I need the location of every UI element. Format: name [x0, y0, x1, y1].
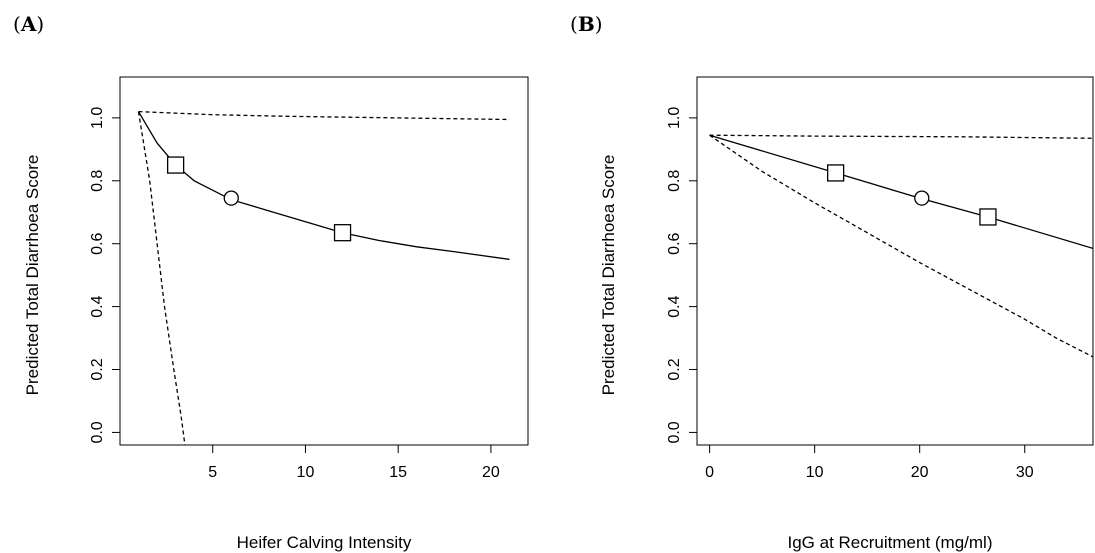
- panel-b-x-tick-label: 10: [806, 464, 824, 481]
- panel-b-plot: 0 10 20 30 0.0 0.2 0.4 0.6 0.8 1.0 IgG at Recruitm…: [599, 76, 1094, 552]
- panel-a-ci-line: [138, 110, 510, 121]
- panel-label-a-letter: A: [20, 12, 37, 36]
- panel-b-x-tick-label: 0: [705, 464, 714, 481]
- panel-a-x-tick-label: 15: [389, 464, 407, 481]
- panel-a-y-tick-label: 0.2: [89, 358, 106, 380]
- panel-a-fit-line: [137, 111, 510, 261]
- panel-a-y-tick-label: 0.6: [89, 232, 106, 254]
- panel-a-x-tick-label: 20: [482, 464, 500, 481]
- panel-b-ci-line: [709, 134, 1093, 139]
- panel-label-b-letter: B: [577, 12, 595, 36]
- panel-b-square-marker: [979, 208, 997, 226]
- panel-b-y-tick-label: 0.0: [666, 421, 683, 443]
- panel-a-square-marker: [333, 224, 352, 242]
- panel-a-frame: [119, 76, 529, 446]
- panel-b-y-tick-label: 1.0: [666, 107, 683, 129]
- panel-b-square-marker: [827, 164, 845, 182]
- panel-b-y-axis-title: Predicted Total Diarrhoea Score: [599, 155, 618, 396]
- panel-label-a: (A): [13, 12, 45, 36]
- panel-a-y-tick-label: 0.4: [89, 295, 106, 317]
- panel-b-fit-line: [709, 134, 1093, 250]
- panel-b-series-group: [709, 134, 1093, 358]
- panel-a-y-tick-label: 0.0: [89, 421, 106, 443]
- panel-b-y-tick-label: 0.6: [666, 232, 683, 254]
- panel-a-ci-line: [137, 111, 186, 445]
- panel-a-x-tick-label: 10: [297, 464, 315, 481]
- panel-a-x-axis-title: Heifer Calving Intensity: [237, 533, 412, 552]
- panel-b-y-tick-label: 0.8: [666, 170, 683, 192]
- panel-b-circle-marker: [914, 190, 930, 206]
- panel-a-plot: 5 10 15 20 0.0 0.2 0.4 0.6 0.8 1.0 Heifer Calving …: [23, 76, 529, 552]
- panel-b-x-tick-label: 20: [911, 464, 929, 481]
- panel-b-ci-line: [709, 134, 1093, 358]
- panel-a-x-tick-label: 5: [208, 464, 217, 481]
- panel-b-y-tick-label: 0.4: [666, 295, 683, 317]
- panel-b-x-axis-title: IgG at Recruitment (mg/ml): [788, 533, 993, 552]
- panel-a-square-marker: [166, 156, 185, 174]
- panel-a-y-tick-label: 1.0: [89, 107, 106, 129]
- panel-a-y-tick-label: 0.8: [89, 170, 106, 192]
- panel-a-series-group: [137, 110, 510, 445]
- panel-b-x-tick-label: 30: [1016, 464, 1034, 481]
- panel-b-frame: [696, 76, 1094, 446]
- panel-a-circle-marker: [223, 190, 239, 206]
- panel-a-y-axis-title: Predicted Total Diarrhoea Score: [23, 155, 42, 396]
- panel-label-b: (B): [570, 12, 603, 36]
- panel-b-y-tick-label: 0.2: [666, 358, 683, 380]
